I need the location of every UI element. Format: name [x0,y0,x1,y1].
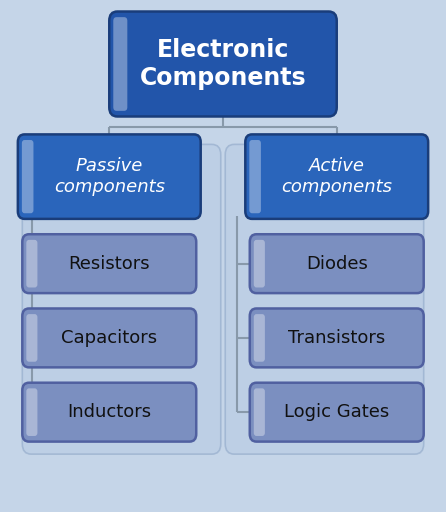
FancyBboxPatch shape [22,234,196,293]
FancyBboxPatch shape [26,240,37,288]
FancyBboxPatch shape [26,388,37,436]
Text: Active
components: Active components [281,157,392,196]
FancyBboxPatch shape [249,140,261,213]
FancyBboxPatch shape [113,17,128,111]
FancyBboxPatch shape [22,308,196,368]
FancyBboxPatch shape [245,134,428,219]
Text: Electronic
Components: Electronic Components [140,38,306,90]
FancyBboxPatch shape [254,240,265,288]
FancyBboxPatch shape [22,140,33,213]
FancyBboxPatch shape [225,144,424,454]
FancyBboxPatch shape [254,388,265,436]
FancyBboxPatch shape [22,383,196,441]
FancyBboxPatch shape [250,383,424,441]
FancyBboxPatch shape [250,308,424,368]
Text: Passive
components: Passive components [54,157,165,196]
Text: Transistors: Transistors [288,329,385,347]
FancyBboxPatch shape [109,11,337,117]
Text: Logic Gates: Logic Gates [284,403,389,421]
FancyBboxPatch shape [22,144,221,454]
FancyBboxPatch shape [250,234,424,293]
Text: Diodes: Diodes [306,254,368,273]
Text: Resistors: Resistors [68,254,150,273]
FancyBboxPatch shape [254,314,265,361]
Text: Inductors: Inductors [67,403,151,421]
FancyBboxPatch shape [18,134,201,219]
Text: Capacitors: Capacitors [61,329,157,347]
FancyBboxPatch shape [26,314,37,361]
